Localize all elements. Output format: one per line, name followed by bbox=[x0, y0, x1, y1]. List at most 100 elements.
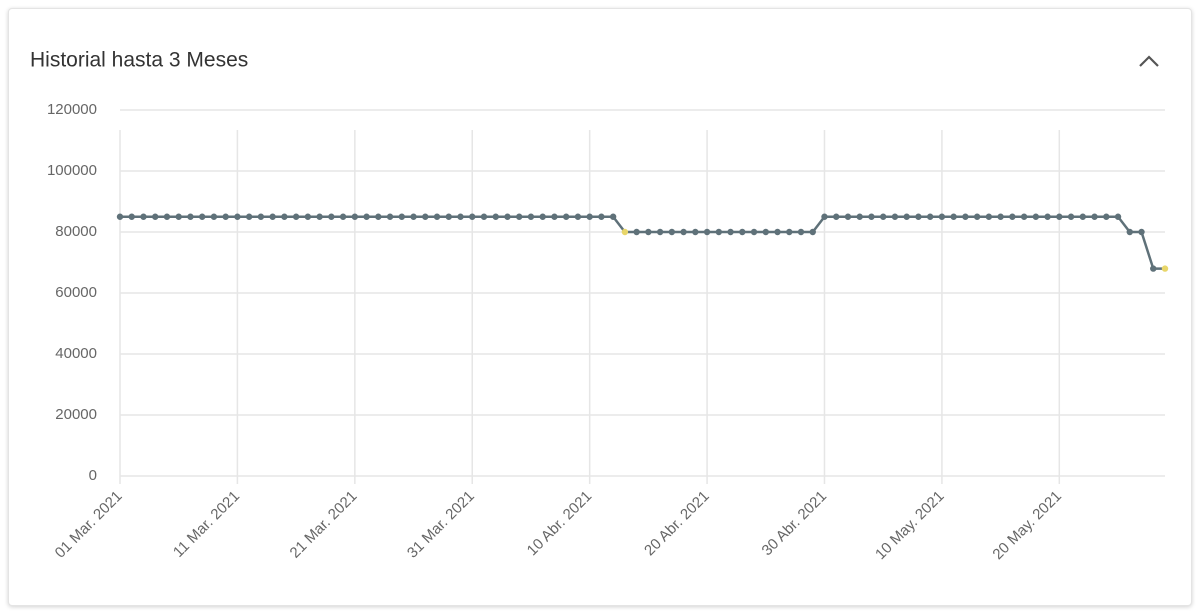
data-point bbox=[292, 213, 300, 220]
data-point bbox=[633, 228, 640, 236]
data-point bbox=[116, 213, 124, 220]
data-point bbox=[375, 213, 382, 220]
data-point bbox=[210, 213, 218, 220]
x-tick-label: 20 Abr. 2021 bbox=[641, 488, 713, 560]
data-point bbox=[175, 213, 182, 220]
data-point bbox=[351, 213, 359, 220]
data-point bbox=[574, 213, 582, 220]
y-tick-label: 40000 bbox=[55, 345, 97, 362]
data-point bbox=[1067, 213, 1075, 220]
data-point bbox=[938, 213, 946, 220]
data-point bbox=[962, 213, 969, 220]
data-point bbox=[422, 213, 429, 220]
data-point bbox=[656, 228, 664, 236]
data-point bbox=[926, 213, 934, 220]
data-point bbox=[398, 213, 405, 220]
data-point bbox=[950, 213, 957, 220]
data-point bbox=[562, 213, 570, 220]
x-tick-label: 21 Mar. 2021 bbox=[287, 488, 361, 562]
data-point bbox=[645, 228, 652, 236]
data-point bbox=[457, 213, 464, 220]
data-point bbox=[891, 213, 899, 220]
data-point bbox=[445, 213, 452, 220]
collapse-button[interactable] bbox=[1139, 55, 1159, 67]
data-point bbox=[1161, 265, 1169, 272]
y-tick-label: 100000 bbox=[47, 162, 97, 179]
data-point bbox=[198, 213, 206, 220]
x-tick-label: 20 May. 2021 bbox=[989, 488, 1065, 564]
data-point bbox=[1079, 213, 1087, 220]
data-point bbox=[363, 213, 370, 220]
data-point bbox=[527, 213, 535, 220]
data-point bbox=[339, 213, 347, 220]
data-point bbox=[762, 228, 769, 236]
data-point bbox=[903, 213, 910, 220]
data-point bbox=[234, 213, 241, 220]
data-point bbox=[973, 213, 981, 220]
data-point bbox=[856, 213, 863, 220]
data-point bbox=[821, 213, 828, 220]
data-point bbox=[844, 213, 852, 220]
data-point bbox=[551, 213, 558, 220]
data-point bbox=[833, 213, 840, 220]
data-point bbox=[1126, 228, 1133, 236]
data-point bbox=[1114, 213, 1122, 220]
data-point bbox=[985, 213, 993, 220]
data-point bbox=[140, 213, 147, 220]
data-point bbox=[880, 213, 887, 220]
data-point bbox=[715, 228, 723, 236]
y-tick-label: 80000 bbox=[55, 223, 97, 240]
x-tick-label: 10 May. 2021 bbox=[872, 488, 948, 564]
data-point bbox=[539, 213, 546, 220]
data-point bbox=[797, 228, 805, 236]
data-point bbox=[504, 213, 511, 220]
data-point bbox=[809, 228, 816, 236]
data-point bbox=[692, 228, 699, 236]
y-tick-label: 0 bbox=[89, 467, 97, 484]
data-point bbox=[469, 213, 476, 220]
data-point bbox=[222, 213, 229, 220]
data-point bbox=[1009, 213, 1016, 220]
data-point bbox=[868, 213, 875, 220]
data-point bbox=[1091, 213, 1098, 220]
data-point bbox=[1044, 213, 1051, 220]
data-point bbox=[187, 213, 194, 220]
data-point bbox=[304, 213, 312, 220]
data-point bbox=[1032, 213, 1040, 220]
y-tick-label: 60000 bbox=[55, 284, 97, 301]
data-point bbox=[281, 213, 288, 220]
data-point bbox=[786, 228, 793, 236]
data-point bbox=[609, 213, 617, 220]
data-point bbox=[433, 213, 441, 220]
data-point bbox=[245, 213, 253, 220]
x-tick-label: 01 Mar. 2021 bbox=[52, 488, 126, 562]
data-point bbox=[727, 228, 734, 236]
data-point bbox=[410, 213, 417, 220]
data-point bbox=[586, 213, 593, 220]
data-point bbox=[386, 213, 394, 220]
data-point bbox=[269, 213, 276, 220]
x-tick-label: 31 Mar. 2021 bbox=[404, 488, 478, 562]
data-point bbox=[516, 213, 523, 220]
data-point bbox=[492, 213, 499, 220]
data-point bbox=[1103, 213, 1110, 220]
data-point bbox=[257, 213, 265, 220]
card-title: Historial hasta 3 Meses bbox=[30, 49, 248, 72]
data-point bbox=[152, 213, 159, 220]
data-point bbox=[316, 213, 323, 220]
data-point bbox=[163, 213, 171, 220]
data-point bbox=[668, 228, 676, 236]
data-point bbox=[128, 213, 135, 220]
data-point bbox=[480, 213, 488, 220]
data-point bbox=[1020, 213, 1028, 220]
data-point bbox=[997, 213, 1004, 220]
data-point bbox=[774, 228, 781, 236]
data-point bbox=[703, 228, 711, 236]
data-point bbox=[621, 228, 629, 236]
y-tick-label: 120000 bbox=[47, 101, 97, 118]
data-point bbox=[1056, 213, 1063, 220]
x-tick-label: 10 Abr. 2021 bbox=[524, 488, 596, 560]
x-tick-label: 30 Abr. 2021 bbox=[759, 488, 831, 560]
